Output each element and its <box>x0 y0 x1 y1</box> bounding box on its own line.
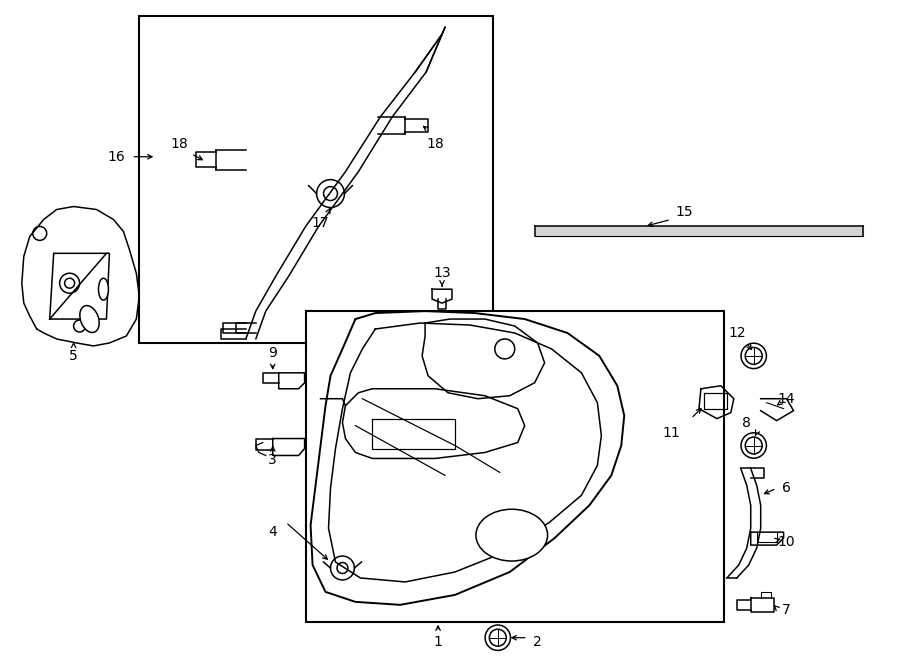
Text: 12: 12 <box>728 326 745 340</box>
Text: 11: 11 <box>662 426 680 440</box>
Text: 3: 3 <box>268 453 277 467</box>
Text: 18: 18 <box>170 137 188 151</box>
Text: 1: 1 <box>434 635 443 648</box>
Text: 7: 7 <box>782 603 791 617</box>
Bar <box>306 311 724 622</box>
Text: 17: 17 <box>311 216 329 231</box>
Text: 18: 18 <box>427 137 444 151</box>
Text: 4: 4 <box>268 525 277 539</box>
Text: 10: 10 <box>778 535 796 549</box>
Text: 8: 8 <box>742 416 752 430</box>
Text: 13: 13 <box>433 266 451 280</box>
Ellipse shape <box>476 509 547 561</box>
Text: 6: 6 <box>782 481 791 495</box>
Text: 9: 9 <box>268 346 277 360</box>
Text: 14: 14 <box>778 392 796 406</box>
Bar <box>140 17 493 343</box>
Text: 2: 2 <box>534 635 542 648</box>
Text: 16: 16 <box>107 150 125 164</box>
Text: 5: 5 <box>69 349 78 363</box>
Ellipse shape <box>98 278 108 300</box>
Ellipse shape <box>80 305 99 332</box>
Text: 15: 15 <box>675 204 693 219</box>
